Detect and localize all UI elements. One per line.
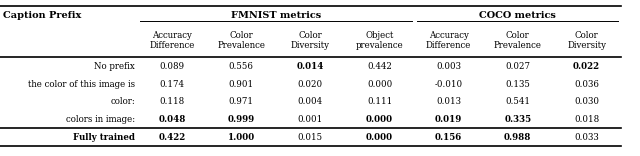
- Text: 0.901: 0.901: [228, 80, 254, 89]
- Text: Color
Diversity: Color Diversity: [291, 31, 330, 50]
- Text: Fully trained: Fully trained: [73, 133, 135, 142]
- Text: 0.004: 0.004: [298, 97, 323, 106]
- Text: 0.000: 0.000: [367, 80, 392, 89]
- Text: 0.541: 0.541: [505, 97, 531, 106]
- Text: 0.014: 0.014: [297, 62, 324, 71]
- Text: 0.015: 0.015: [298, 133, 323, 142]
- Text: 0.027: 0.027: [505, 62, 531, 71]
- Text: 0.422: 0.422: [159, 133, 186, 142]
- Text: 0.442: 0.442: [367, 62, 392, 71]
- Text: Accuracy
Difference: Accuracy Difference: [426, 31, 471, 50]
- Text: 0.033: 0.033: [574, 133, 599, 142]
- Text: color:: color:: [110, 97, 135, 106]
- Text: 0.000: 0.000: [366, 133, 393, 142]
- Text: FMNIST metrics: FMNIST metrics: [230, 11, 321, 20]
- Text: COCO metrics: COCO metrics: [479, 11, 556, 20]
- Text: 0.988: 0.988: [504, 133, 531, 142]
- Text: 0.118: 0.118: [159, 97, 185, 106]
- Text: 0.022: 0.022: [573, 62, 600, 71]
- Text: 0.001: 0.001: [298, 115, 323, 124]
- Text: 0.971: 0.971: [228, 97, 254, 106]
- Text: 0.174: 0.174: [159, 80, 185, 89]
- Text: 0.135: 0.135: [506, 80, 530, 89]
- Text: Accuracy
Difference: Accuracy Difference: [150, 31, 195, 50]
- Text: Color
Prevalence: Color Prevalence: [218, 31, 265, 50]
- Text: Object
prevalence: Object prevalence: [356, 31, 403, 50]
- Text: 0.089: 0.089: [159, 62, 185, 71]
- Text: Color
Diversity: Color Diversity: [567, 31, 606, 50]
- Text: -0.010: -0.010: [435, 80, 463, 89]
- Text: 0.556: 0.556: [229, 62, 253, 71]
- Text: 0.999: 0.999: [228, 115, 255, 124]
- Text: 0.036: 0.036: [574, 80, 599, 89]
- Text: 0.030: 0.030: [574, 97, 599, 106]
- Text: 1.000: 1.000: [228, 133, 255, 142]
- Text: 0.000: 0.000: [366, 115, 393, 124]
- Text: 0.111: 0.111: [367, 97, 392, 106]
- Text: 0.335: 0.335: [504, 115, 531, 124]
- Text: 0.013: 0.013: [436, 97, 461, 106]
- Text: the color of this image is: the color of this image is: [28, 80, 135, 89]
- Text: Caption Prefix: Caption Prefix: [3, 11, 81, 20]
- Text: 0.156: 0.156: [435, 133, 462, 142]
- Text: colors in image:: colors in image:: [66, 115, 135, 124]
- Text: 0.003: 0.003: [436, 62, 461, 71]
- Text: 0.048: 0.048: [159, 115, 186, 124]
- Text: No prefix: No prefix: [94, 62, 135, 71]
- Text: 0.020: 0.020: [298, 80, 323, 89]
- Text: 0.018: 0.018: [574, 115, 599, 124]
- Text: Color
Prevalence: Color Prevalence: [494, 31, 541, 50]
- Text: 0.019: 0.019: [435, 115, 462, 124]
